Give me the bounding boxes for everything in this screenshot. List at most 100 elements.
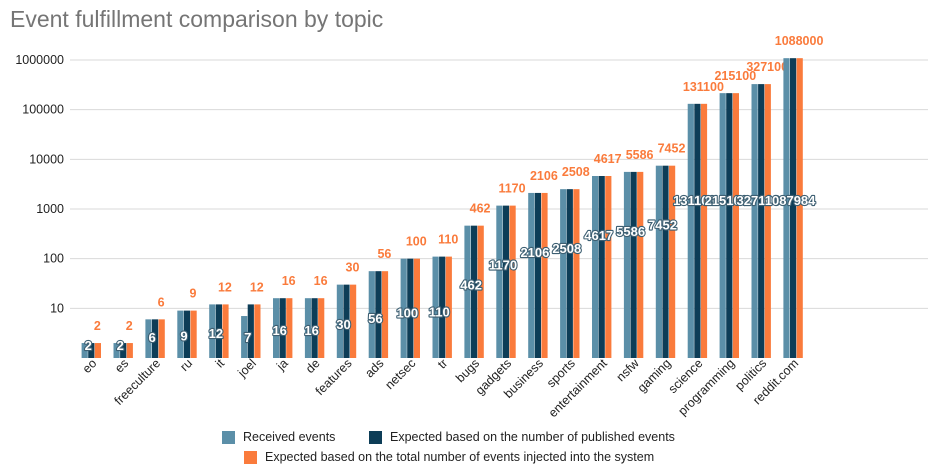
- data-label-expected-injected: 16: [314, 274, 328, 288]
- bar-expected-injected-gadgets: [509, 205, 516, 358]
- x-tick-label-ads: ads: [362, 356, 386, 380]
- bar-expected-published-programming: [726, 93, 733, 359]
- data-label-received: 2106: [520, 245, 549, 260]
- data-label-received: 30: [336, 317, 350, 332]
- legend-label-received: Received events: [243, 430, 336, 444]
- data-label-received: 1170: [489, 258, 517, 273]
- data-label-expected-injected: 30: [346, 261, 360, 275]
- bar-received-features: [336, 284, 343, 358]
- x-tick-label-it: it: [213, 356, 228, 371]
- bar-received-nsfw: [623, 171, 631, 358]
- data-label-expected-injected: 56: [377, 247, 391, 261]
- bar-received-science: [687, 103, 694, 358]
- bar-received-joel: [241, 316, 248, 358]
- bar-received-gadgets: [496, 205, 503, 358]
- data-label-expected-injected: 4617: [594, 152, 622, 166]
- bar-received-bugs: [464, 225, 471, 358]
- data-label-expected-injected: 2: [94, 319, 101, 333]
- bar-expected-injected-joel: [254, 304, 261, 358]
- data-label-expected-injected: 2508: [562, 165, 590, 179]
- data-label-expected-injected: 12: [218, 280, 232, 294]
- bar-expected-published-sports: [566, 189, 573, 358]
- legend-swatch-expected-injected: [244, 450, 257, 464]
- legend-swatch-received: [222, 430, 235, 444]
- bar-received-politics: [751, 84, 758, 359]
- bar-expected-injected-es: [126, 343, 133, 358]
- bar-received-ads: [368, 271, 375, 358]
- legend-label-expected-injected: Expected based on the total number of ev…: [265, 450, 655, 464]
- bar-expected-injected-ru: [190, 310, 197, 358]
- bar-expected-published-gadgets: [502, 205, 510, 358]
- bar-expected-published-business: [534, 192, 541, 358]
- data-label-received: 131100: [673, 193, 716, 208]
- data-label-received: 110: [429, 304, 450, 319]
- bar-expected-injected-netsec: [413, 258, 420, 358]
- bar-received-tr: [432, 256, 439, 358]
- bar-expected-published-bugs: [471, 225, 478, 358]
- bar-expected-published-ads: [375, 271, 382, 358]
- x-tick-label-de: de: [303, 356, 323, 376]
- bar-expected-injected-ads: [381, 271, 389, 358]
- legend-item-expected-injected: Expected based on the total number of ev…: [244, 450, 654, 464]
- bar-expected-published-freeculture: [152, 319, 159, 358]
- data-label-expected-injected: 215100: [714, 69, 756, 83]
- bar-received-eo: [81, 343, 88, 358]
- bar-received-programming: [719, 93, 726, 359]
- data-label-received: 16: [272, 323, 286, 338]
- data-label-expected-injected: 6: [158, 295, 165, 309]
- bar-received-netsec: [400, 258, 407, 358]
- bar-expected-injected-features: [350, 284, 357, 358]
- x-tick-label-es: es: [112, 356, 131, 375]
- bar-received-entertainment: [592, 176, 599, 358]
- bar-expected-injected-business: [541, 192, 548, 358]
- data-label-expected-injected: 16: [282, 274, 296, 288]
- bar-received-ja: [273, 298, 280, 358]
- data-label-received: 327100: [737, 193, 780, 208]
- bar-expected-injected-politics: [764, 84, 771, 359]
- x-tick-label-ja: ja: [273, 356, 291, 374]
- bar-expected-injected-entertainment: [605, 176, 612, 358]
- bar-expected-injected-de: [318, 298, 325, 358]
- data-label-received: 5586: [616, 224, 645, 239]
- data-label-received: 100: [396, 305, 418, 320]
- chart-title: Event fulfillment comparison by topic: [10, 6, 384, 32]
- legend-item-received: Received events: [222, 430, 335, 444]
- bar-expected-injected-eo: [94, 343, 101, 358]
- data-label-received: 2: [85, 338, 92, 353]
- bar-received-de: [304, 298, 312, 358]
- x-tick-label-eo: eo: [80, 356, 100, 376]
- y-tick-label: 100000: [22, 103, 64, 117]
- legend-label-expected-published: Expected based on the number of publishe…: [390, 430, 675, 444]
- data-label-received: 2508: [552, 241, 581, 256]
- data-label-received: 9: [180, 329, 187, 344]
- x-tick-label-ru: ru: [177, 356, 195, 374]
- data-label-received: 7452: [648, 218, 677, 233]
- bar-expected-published-netsec: [407, 258, 414, 358]
- bar-received-sports: [560, 189, 567, 358]
- bar-expected-published-ja: [279, 298, 286, 358]
- x-tick-label-nsfw: nsfw: [614, 356, 643, 385]
- data-label-received: 16: [304, 323, 318, 338]
- bar-expected-published-es: [120, 343, 127, 358]
- bar-expected-published-science: [694, 103, 701, 358]
- bar-expected-published-eo: [88, 343, 95, 358]
- y-tick-label: 1000: [36, 202, 64, 216]
- bar-expected-published-de: [311, 298, 318, 358]
- bar-expected-injected-reddit.com: [796, 58, 803, 359]
- data-label-expected-injected: 9: [190, 287, 197, 301]
- data-label-received: 2: [117, 338, 124, 353]
- bar-expected-injected-nsfw: [637, 171, 644, 358]
- bar-received-it: [209, 304, 216, 358]
- bar-expected-injected-freeculture: [158, 319, 165, 358]
- x-tick-label-netsec: netsec: [382, 356, 418, 392]
- data-label-expected-injected: 327100: [746, 60, 788, 74]
- legend-item-expected-published: Expected based on the number of publishe…: [369, 430, 675, 444]
- data-label-received: 56: [368, 311, 382, 326]
- x-tick-label-tr: tr: [435, 356, 450, 371]
- x-tick-label-bugs: bugs: [453, 356, 482, 385]
- data-label-expected-injected: 2106: [530, 169, 558, 183]
- y-tick-label: 1000000: [15, 53, 64, 67]
- data-label-received: 462: [460, 278, 482, 293]
